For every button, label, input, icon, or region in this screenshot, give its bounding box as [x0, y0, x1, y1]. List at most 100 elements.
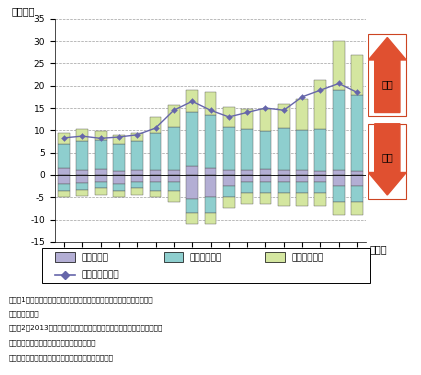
Bar [241, 182, 253, 193]
Bar [351, 186, 363, 202]
Bar [168, 127, 180, 170]
Bar [113, 171, 125, 175]
Bar [113, 184, 125, 190]
Bar [223, 170, 235, 175]
Bar [95, 188, 107, 195]
Bar [131, 175, 143, 181]
FancyBboxPatch shape [265, 252, 285, 262]
Bar [149, 132, 162, 171]
Bar [241, 129, 253, 170]
Bar [186, 200, 198, 213]
Bar [149, 175, 162, 181]
Text: （年）: （年） [369, 244, 387, 254]
Bar [95, 175, 107, 181]
Bar [333, 186, 345, 202]
Bar [205, 213, 216, 224]
Bar [205, 92, 216, 115]
Bar [131, 132, 143, 141]
Text: ６版の基準により組み替えたもの。: ６版の基準により組み替えたもの。 [8, 339, 96, 346]
Bar [205, 197, 216, 213]
Bar [131, 141, 143, 171]
Bar [223, 175, 235, 186]
Bar [351, 175, 363, 186]
Bar [259, 169, 272, 175]
Bar [58, 168, 70, 175]
Bar [278, 128, 290, 171]
Bar [296, 99, 308, 130]
Bar [223, 197, 235, 208]
Bar [296, 193, 308, 206]
Bar [58, 144, 70, 168]
Bar [314, 182, 326, 193]
Bar [241, 170, 253, 175]
Bar [168, 170, 180, 175]
Bar [76, 170, 88, 175]
Bar [58, 184, 70, 190]
Text: 第一次所得収支: 第一次所得収支 [82, 271, 119, 280]
Bar [205, 175, 216, 197]
Text: 支払: 支払 [381, 153, 393, 162]
Bar [149, 190, 162, 197]
Text: 備考：1．少額であるため雇用者報酬を削除していることから合計が合わ: 備考：1．少額であるため雇用者報酬を削除していることから合計が合わ [8, 296, 153, 303]
Bar [186, 213, 198, 224]
Bar [76, 183, 88, 190]
Bar [259, 131, 272, 169]
FancyBboxPatch shape [164, 252, 183, 262]
Bar [259, 182, 272, 193]
Bar [168, 105, 180, 127]
Bar [278, 193, 290, 206]
Bar [58, 132, 70, 144]
Bar [149, 117, 162, 132]
Bar [333, 175, 345, 186]
Bar [351, 171, 363, 175]
Bar [205, 168, 216, 175]
Bar [351, 202, 363, 215]
Bar [278, 175, 290, 181]
Bar [131, 188, 143, 195]
Bar [259, 175, 272, 181]
Bar [333, 202, 345, 215]
Text: 2．2013年以前の計数は、国際収支マニュアル第５版準拠統計を第: 2．2013年以前の計数は、国際収支マニュアル第５版準拠統計を第 [8, 325, 163, 332]
Bar [259, 109, 272, 131]
Bar [58, 190, 70, 197]
Bar [95, 169, 107, 175]
Bar [76, 190, 88, 196]
Text: ない。: ない。 [8, 310, 39, 317]
Bar [241, 193, 253, 204]
Bar [296, 175, 308, 181]
Bar [168, 182, 180, 190]
Bar [259, 193, 272, 204]
Bar [186, 90, 198, 112]
Bar [186, 175, 198, 200]
Text: 直接投資収益: 直接投資収益 [292, 253, 324, 262]
Bar [186, 166, 198, 175]
Bar [113, 144, 125, 171]
Bar [278, 182, 290, 193]
Bar [149, 182, 162, 190]
Bar [131, 182, 143, 188]
FancyArrow shape [368, 38, 406, 112]
Text: 資料：財務省「国際収支状況」から経済産業省作成。: 資料：財務省「国際収支状況」から経済産業省作成。 [8, 354, 113, 361]
Bar [168, 175, 180, 181]
Bar [205, 115, 216, 168]
Bar [296, 182, 308, 193]
Bar [333, 41, 345, 90]
Bar [186, 112, 198, 166]
Bar [58, 175, 70, 184]
Bar [95, 182, 107, 188]
Bar [223, 186, 235, 197]
FancyBboxPatch shape [42, 248, 370, 283]
Bar [351, 95, 363, 171]
FancyArrow shape [368, 124, 406, 195]
Bar [223, 107, 235, 127]
Text: 証券投資収益: 証券投資収益 [190, 253, 222, 262]
Bar [314, 80, 326, 129]
Bar [314, 129, 326, 171]
Bar [314, 193, 326, 206]
Bar [333, 90, 345, 171]
FancyBboxPatch shape [55, 252, 75, 262]
Bar [351, 55, 363, 95]
Bar [95, 140, 107, 169]
Bar [278, 104, 290, 128]
Text: （兆円）: （兆円） [11, 6, 35, 16]
